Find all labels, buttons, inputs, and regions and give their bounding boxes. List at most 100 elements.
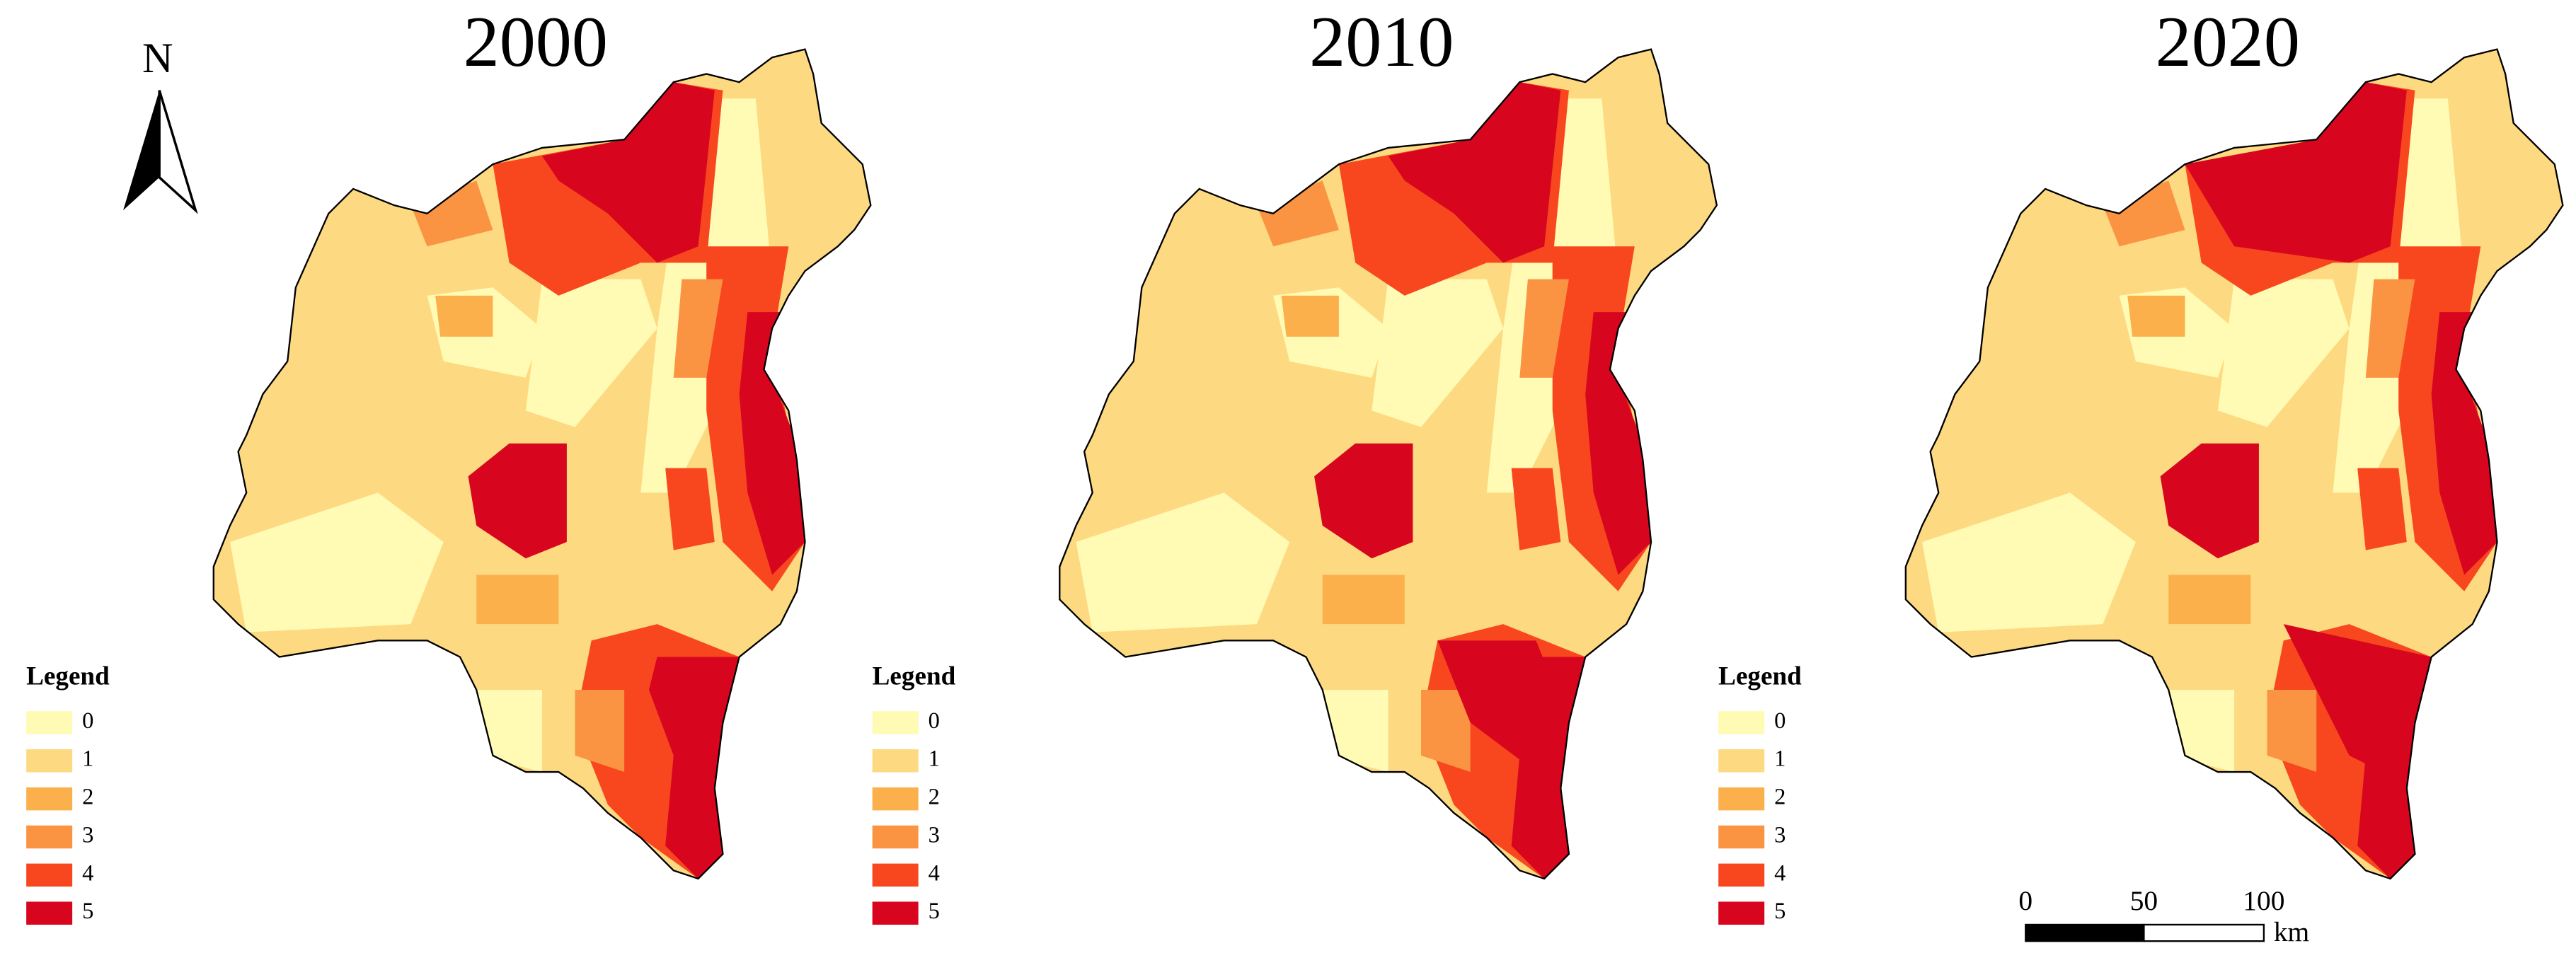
level-patch xyxy=(525,279,657,427)
level-patch xyxy=(2062,689,2235,773)
level-patch xyxy=(1511,468,1561,550)
level-patch xyxy=(2160,443,2259,559)
region-map xyxy=(1905,49,2563,879)
region-outline xyxy=(212,48,872,880)
legend-title: Legend xyxy=(1718,662,1802,691)
level-patch xyxy=(410,180,493,247)
legend-swatch xyxy=(872,825,919,849)
level-patch xyxy=(1437,640,1569,773)
north-arrow: N xyxy=(123,35,198,214)
legend-label: 3 xyxy=(928,822,940,848)
legend-swatch xyxy=(1718,901,1765,925)
level-patch xyxy=(1585,312,1652,575)
panel-title: 2010 xyxy=(1309,2,1454,82)
legend-label: 0 xyxy=(82,708,93,734)
legend: Legend 0 1 2 3 4 5 xyxy=(26,662,110,925)
region-map xyxy=(213,49,871,879)
legend: Legend 0 1 2 3 4 5 xyxy=(1718,662,1802,925)
legend-swatch xyxy=(26,787,73,811)
level-patch xyxy=(1322,575,1405,625)
north-arrow-left xyxy=(123,90,160,211)
level-patch xyxy=(1314,443,1413,559)
legend: Legend 0 1 2 3 4 5 xyxy=(872,662,956,925)
level-patch xyxy=(2127,295,2185,337)
level-patch xyxy=(542,82,715,263)
level-patch xyxy=(648,657,740,879)
legend-label: 1 xyxy=(1774,746,1786,772)
legend-swatch xyxy=(26,863,73,887)
level-patch xyxy=(2267,689,2317,773)
level-patch xyxy=(1076,492,1290,633)
legend-label: 4 xyxy=(82,860,93,886)
legend-swatch xyxy=(1718,749,1765,773)
level-patch xyxy=(1372,279,1504,427)
level-patch xyxy=(2185,139,2383,263)
level-patch xyxy=(2217,279,2350,427)
region-outline xyxy=(1904,48,2564,880)
level-patch xyxy=(739,312,805,575)
map-panel: 2000 Legend 0 1 2 3 4 5 xyxy=(26,2,872,925)
legend-label: 5 xyxy=(1774,899,1786,924)
legend-swatch xyxy=(1718,863,1765,887)
north-label: N xyxy=(142,35,173,82)
level-patch xyxy=(2103,180,2185,247)
legend-swatch xyxy=(872,787,919,811)
region-map xyxy=(1059,49,1717,879)
legend-swatch xyxy=(1718,787,1765,811)
legend-label: 0 xyxy=(1774,708,1786,734)
legend-swatch xyxy=(26,825,73,849)
legend-swatch xyxy=(872,901,919,925)
legend-swatch xyxy=(1718,711,1765,734)
legend-title: Legend xyxy=(26,662,110,691)
level-patch xyxy=(2357,468,2407,550)
level-patch xyxy=(2431,312,2497,575)
legend-label: 5 xyxy=(82,899,93,924)
legend-swatch xyxy=(1718,825,1765,849)
legend-label: 5 xyxy=(928,899,940,924)
legend-label: 2 xyxy=(1774,785,1786,810)
level-patch xyxy=(2283,624,2432,789)
level-patch xyxy=(1421,689,1471,773)
legend-label: 2 xyxy=(82,785,93,810)
figure-content: N 0 50 100 km 2000Legend0123452010Legend… xyxy=(26,2,2564,947)
level-patch xyxy=(229,492,444,633)
level-patch xyxy=(1281,295,1339,337)
region-outline xyxy=(1059,48,1718,880)
scale-label: 100 xyxy=(2243,885,2284,916)
level-patch xyxy=(476,575,559,625)
panel-title: 2000 xyxy=(464,2,608,82)
scale-label: 50 xyxy=(2130,885,2158,916)
scale-bar-black xyxy=(2025,923,2145,942)
level-patch xyxy=(1519,279,1569,378)
scale-bar: 0 50 100 km xyxy=(2018,885,2309,947)
legend-label: 1 xyxy=(82,746,93,772)
level-patch xyxy=(468,443,567,559)
level-patch xyxy=(1256,180,1339,247)
panel-title: 2020 xyxy=(2156,2,2300,82)
legend-label: 1 xyxy=(928,746,940,772)
legend-swatch xyxy=(872,711,919,734)
legend-label: 4 xyxy=(928,860,940,886)
legend-swatch xyxy=(26,711,73,734)
legend-swatch xyxy=(872,863,919,887)
level-patch xyxy=(1388,82,1561,263)
north-arrow-right xyxy=(158,90,198,214)
legend-swatch xyxy=(26,749,73,773)
level-patch xyxy=(2365,279,2415,378)
level-patch xyxy=(435,295,493,337)
legend-title: Legend xyxy=(873,662,956,691)
level-patch xyxy=(575,689,625,773)
map-panel: 2010 Legend 0 1 2 3 4 5 xyxy=(872,2,1718,925)
scale-label: 0 xyxy=(2018,885,2032,916)
legend-label: 3 xyxy=(1774,822,1786,848)
map-panel: 2020 Legend 0 1 2 3 4 5 xyxy=(1718,2,2564,925)
scale-unit: km xyxy=(2274,916,2310,947)
level-patch xyxy=(665,468,715,550)
legend-swatch xyxy=(26,901,73,925)
legend-label: 0 xyxy=(928,708,940,734)
level-patch xyxy=(2168,575,2251,625)
legend-swatch xyxy=(872,749,919,773)
legend-label: 2 xyxy=(928,785,940,810)
legend-label: 4 xyxy=(1774,860,1786,886)
level-patch xyxy=(1922,492,2136,633)
